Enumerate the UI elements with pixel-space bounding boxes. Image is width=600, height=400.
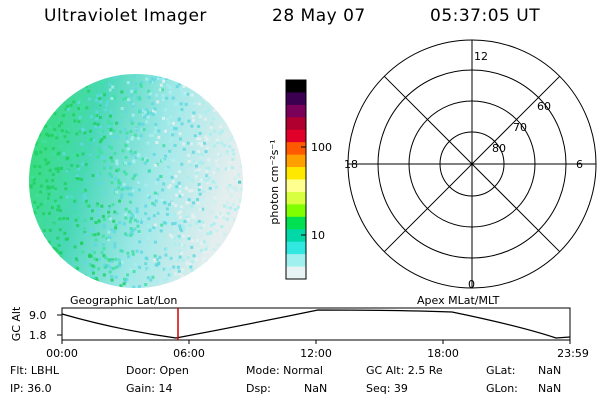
gc-alt-info: GC Alt: 2.5 Re (366, 364, 443, 377)
x-tick-1200: 12:00 (300, 347, 332, 360)
colorbar-band (286, 216, 306, 230)
colorbar-band (286, 266, 306, 280)
mlt-label-18: 18 (344, 158, 358, 171)
colorbar-band (286, 129, 306, 143)
door-info: Door: Open (126, 364, 189, 377)
x-tick-0600: 06:00 (173, 347, 205, 360)
y-tick-1-8: 1.8 (29, 329, 47, 342)
x-tick-2359: 23:59 (557, 347, 589, 360)
colorbar-band (286, 254, 306, 268)
uv-image-disk (29, 74, 243, 288)
filter-info: Flt: LBHL (10, 364, 59, 377)
colorbar-band (286, 80, 306, 93)
image-date: 28 May 07 (272, 6, 366, 26)
x-tick-0000: 00:00 (46, 347, 78, 360)
y-tick-9: 9.0 (29, 309, 47, 322)
gc-alt-axis-title: GC Alt (10, 306, 23, 341)
mlat-label-70: 70 (513, 121, 527, 134)
dsp-label: Dsp: (246, 382, 271, 395)
mlt-label-6: 6 (576, 158, 583, 171)
colorbar-band (286, 191, 306, 205)
colorbar-label: photon cm⁻²s⁻¹ (268, 139, 281, 224)
mlat-label-60: 60 (537, 100, 551, 113)
colorbar-band (286, 142, 306, 156)
mlt-label-0: 0 (468, 278, 475, 291)
colorbar-band (286, 167, 306, 180)
apex-label: Apex MLat/MLT (417, 294, 500, 307)
image-time: 05:37:05 UT (430, 6, 541, 26)
polar-grid (347, 39, 597, 289)
gain-info: Gain: 14 (126, 382, 173, 395)
glon-label: GLon: (486, 382, 518, 395)
colorbar-band (286, 229, 306, 243)
mlt-label-12: 12 (474, 50, 488, 63)
glat-value: NaN (538, 364, 562, 377)
colorbar-tick-10: 10 (311, 229, 325, 242)
glon-value: NaN (538, 382, 562, 395)
app-title: Ultraviolet Imager (44, 6, 207, 26)
dsp-value: NaN (304, 382, 328, 395)
mode-info: Mode: Normal (246, 364, 323, 377)
colorbar-band (286, 179, 306, 193)
colorbar: 100 10 photon cm⁻²s⁻¹ (268, 79, 332, 280)
seq-info: Seq: 39 (366, 382, 408, 395)
colorbar-tick-100: 100 (311, 141, 332, 154)
colorbar-band (286, 241, 306, 255)
colorbar-band (286, 204, 306, 218)
x-tick-1800: 18:00 (427, 347, 459, 360)
glat-label: GLat: (486, 364, 516, 377)
colorbar-band (286, 117, 306, 131)
ip-info: IP: 36.0 (10, 382, 52, 395)
colorbar-band (286, 92, 306, 106)
colorbar-band (286, 104, 306, 118)
colorbar-band (286, 154, 306, 168)
mlat-label-80: 80 (492, 142, 506, 155)
geo-label: Geographic Lat/Lon (70, 294, 177, 307)
orbit-plot (57, 307, 571, 344)
